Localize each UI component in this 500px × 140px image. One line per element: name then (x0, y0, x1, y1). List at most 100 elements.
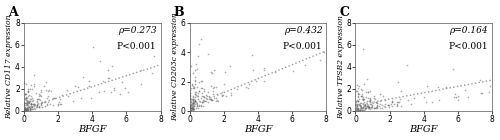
Point (68, 100, 76, 102)
Point (50, 104, 58, 106)
Point (370, 107, 378, 109)
Point (78, 97, 86, 100)
Point (23, 108, 31, 110)
Point (187, 100, 195, 102)
Point (423, 85, 431, 87)
Point (357, 88, 365, 91)
Point (198, 87, 205, 90)
Point (186, 107, 194, 109)
Point (24, 93, 32, 96)
Point (210, 69, 218, 71)
Point (25, 101, 33, 103)
Point (74, 85, 82, 88)
Point (96, 60, 104, 63)
Point (188, 104, 196, 106)
Point (20, 101, 28, 104)
Point (21, 107, 29, 109)
Point (354, 109, 362, 112)
Point (190, 87, 198, 89)
Point (366, 99, 374, 101)
Point (186, 92, 194, 94)
Point (110, 87, 118, 89)
Point (24, 87, 32, 90)
Point (202, 95, 210, 97)
Point (204, 95, 212, 97)
Point (106, 91, 114, 93)
Text: C: C (339, 6, 349, 19)
Point (370, 95, 378, 97)
Point (26, 100, 34, 102)
Point (22, 103, 30, 105)
Point (189, 95, 197, 97)
Point (188, 105, 196, 107)
Y-axis label: Relative CD203c expression: Relative CD203c expression (172, 12, 179, 121)
Point (186, 105, 194, 108)
Point (192, 99, 200, 101)
Point (228, 92, 235, 94)
Point (187, 109, 195, 111)
Point (80, 76, 88, 78)
Point (186, 104, 194, 107)
Point (395, 101, 403, 103)
Point (208, 87, 216, 89)
Point (354, 96, 362, 98)
Point (24, 101, 32, 103)
Point (191, 100, 199, 102)
Point (194, 106, 202, 109)
Point (38, 101, 46, 103)
Point (187, 109, 195, 111)
Point (22, 97, 30, 99)
Point (192, 79, 200, 81)
Point (354, 109, 362, 111)
Point (20, 103, 28, 105)
Point (38, 102, 46, 104)
Point (260, 68, 268, 71)
Point (27, 106, 35, 108)
Point (150, 55, 158, 58)
Point (26, 108, 34, 111)
Point (21, 93, 29, 95)
Point (373, 105, 381, 107)
Point (192, 93, 200, 95)
Point (24, 106, 32, 108)
Point (367, 103, 375, 105)
Point (197, 104, 205, 106)
Point (396, 97, 404, 100)
Point (124, 91, 132, 94)
Point (24, 90, 32, 92)
Point (198, 105, 206, 107)
Point (193, 86, 201, 88)
Y-axis label: Relative CD117 expression: Relative CD117 expression (6, 15, 14, 119)
Point (28, 105, 36, 107)
Point (354, 108, 362, 110)
Point (354, 92, 362, 94)
Point (197, 80, 205, 82)
Point (372, 101, 380, 103)
Point (51, 97, 59, 99)
Point (364, 107, 372, 109)
Point (209, 90, 217, 92)
Point (20, 107, 28, 109)
Point (28, 98, 36, 100)
Point (393, 103, 401, 106)
Point (37, 104, 45, 106)
Point (188, 103, 196, 105)
Point (352, 109, 360, 112)
Point (28, 100, 36, 103)
Point (354, 93, 362, 95)
Point (394, 101, 402, 103)
Point (22, 109, 30, 111)
Point (24, 91, 32, 93)
Point (366, 106, 374, 108)
Point (24, 107, 32, 109)
Point (192, 94, 200, 96)
Point (20, 107, 28, 109)
Point (360, 98, 368, 100)
Point (364, 91, 372, 93)
Point (362, 105, 370, 107)
Point (26, 108, 34, 110)
Point (360, 107, 368, 109)
Point (368, 101, 376, 103)
Point (478, 92, 486, 94)
Point (54, 103, 62, 105)
